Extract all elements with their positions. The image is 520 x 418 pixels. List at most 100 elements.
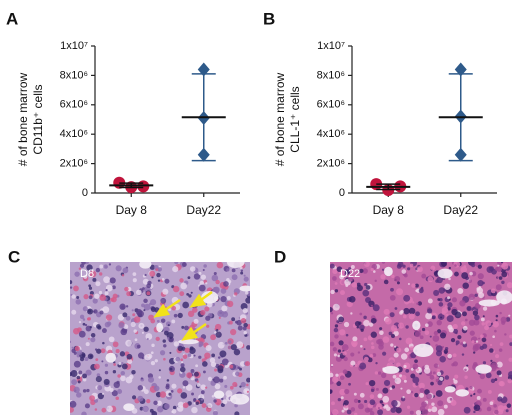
cell [348,296,356,303]
cell [452,323,458,330]
cell [235,320,239,324]
cell [475,340,479,343]
cell [82,306,88,312]
cell [150,351,154,355]
cell [508,357,512,362]
cell [383,308,390,315]
cell [336,381,342,387]
cell [147,280,152,286]
cell [472,345,479,352]
cell [332,376,339,383]
cell [70,280,73,285]
cell [438,287,446,294]
cell [500,262,504,264]
cell [418,382,425,389]
cell [104,363,109,367]
cell [147,353,153,359]
cell [211,274,219,282]
cell [214,368,218,372]
cell [193,402,196,405]
cell [394,377,402,385]
cell [245,291,249,295]
cell [239,385,242,388]
cell [370,267,374,272]
cell [457,287,464,294]
cell [419,387,425,393]
cell [492,335,495,339]
cell [145,333,153,340]
cell [441,310,446,315]
cell [190,369,195,373]
cell [427,408,432,412]
cell [217,356,221,359]
cell [223,375,227,380]
cell [462,311,467,317]
cell [230,328,237,336]
cell [242,326,247,331]
cell [356,325,360,329]
cell [245,297,250,304]
cell [431,315,436,320]
cell [160,318,166,323]
cell [243,274,246,277]
cell [490,362,498,370]
cell [213,271,217,276]
cell [377,409,384,415]
cell [188,294,192,298]
cell [164,403,170,410]
cell [432,335,440,342]
cell [101,360,104,363]
cell [494,378,498,381]
cell [133,329,137,333]
cell [187,310,195,318]
cell [473,392,476,396]
cell [334,324,339,328]
cell [401,269,407,274]
cell [217,365,224,372]
cell [370,345,375,350]
cell [222,399,228,405]
cell [133,316,141,323]
cell [391,274,395,279]
cell [228,346,231,349]
cell [182,402,189,409]
cell [196,380,199,383]
y-tick-label: 1x10⁷ [317,40,345,52]
data-point [137,180,150,193]
cell [492,321,499,328]
space [139,262,152,269]
cell [501,280,505,285]
cell [331,409,339,415]
cell [419,392,425,398]
cell [409,410,414,415]
cell [73,327,80,335]
cell [156,319,160,323]
cell [408,313,415,320]
cell [390,287,394,292]
cell [134,338,138,342]
cell [499,342,504,346]
cell [437,329,442,334]
cell [388,357,395,364]
cell [143,303,151,311]
cell [427,298,433,304]
x-tick-label: Day22 [443,203,478,217]
cell [412,301,415,304]
cell [426,393,432,400]
cell [403,294,411,302]
cell [95,376,102,383]
cell [506,282,512,289]
cell [454,374,459,379]
y-tick-label: 6x10⁶ [317,99,345,111]
cell [149,270,156,277]
cell [384,317,392,325]
cell [478,337,481,340]
cell [202,269,205,272]
cell [219,378,224,383]
cell [95,281,101,287]
cell [460,342,464,346]
cell [464,318,468,322]
cell [409,346,414,351]
cell [131,309,134,312]
cell [107,300,111,305]
